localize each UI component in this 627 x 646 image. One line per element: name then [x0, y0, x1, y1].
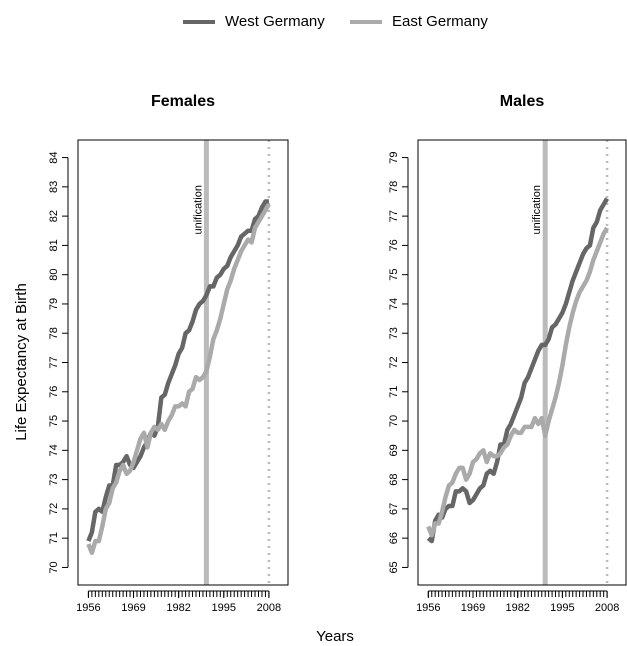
- y-tick-label: 72: [48, 503, 60, 515]
- y-tick-label: 76: [388, 239, 400, 251]
- plot-frame: [417, 139, 627, 586]
- line: [86, 199, 269, 542]
- line: [426, 197, 610, 544]
- y-tick-label: 65: [388, 561, 400, 573]
- x-tick-label: 1995: [212, 602, 236, 614]
- y-tick-label: 72: [388, 356, 400, 368]
- y-tick-label: 83: [48, 181, 60, 193]
- y-tick-label: 75: [388, 269, 400, 281]
- y-tick-label: 77: [48, 356, 60, 368]
- x-tick-label: 1956: [416, 602, 440, 614]
- x-tick-label: 1995: [550, 602, 574, 614]
- y-tick-label: 74: [48, 444, 60, 456]
- y-tick-label: 71: [48, 532, 60, 544]
- legend-label: East Germany: [392, 13, 488, 30]
- x-tick-label: 1982: [166, 602, 190, 614]
- y-tick-label: 68: [388, 473, 400, 485]
- y-tick-label: 84: [48, 151, 60, 163]
- plot-frame: [77, 139, 289, 586]
- x-tick-label: 1969: [121, 602, 145, 614]
- x-tick-label: 1982: [505, 602, 529, 614]
- panel-title: Females: [151, 93, 215, 110]
- y-tick-label: 77: [388, 210, 400, 222]
- annotation: unification: [192, 185, 204, 235]
- y-tick-label: 66: [388, 532, 400, 544]
- y-tick-label: 79: [388, 151, 400, 163]
- line: [426, 226, 610, 538]
- line: [86, 203, 271, 556]
- y-tick-label: 73: [48, 473, 60, 485]
- annotation: unification: [531, 185, 543, 235]
- y-axis-label: Life Expectancy at Birth: [13, 283, 30, 441]
- x-tick-label: 2008: [595, 602, 619, 614]
- y-tick-label: 82: [48, 210, 60, 222]
- x-axis-label: Years: [316, 628, 354, 645]
- y-tick-label: 76: [48, 386, 60, 398]
- x-tick-label: 1956: [76, 602, 100, 614]
- y-tick-label: 71: [388, 386, 400, 398]
- y-tick-label: 80: [48, 269, 60, 281]
- legend-label: West Germany: [225, 13, 325, 30]
- y-tick-label: 69: [388, 444, 400, 456]
- y-tick-label: 79: [48, 298, 60, 310]
- y-tick-label: 78: [48, 327, 60, 339]
- x-tick-label: 2008: [257, 602, 281, 614]
- y-tick-label: 74: [388, 298, 400, 310]
- y-tick-label: 70: [388, 415, 400, 427]
- y-tick-label: 70: [48, 561, 60, 573]
- y-tick-label: 75: [48, 415, 60, 427]
- y-tick-label: 67: [388, 503, 400, 515]
- x-tick-label: 1969: [461, 602, 485, 614]
- panel-title: Males: [500, 93, 545, 110]
- y-tick-label: 81: [48, 239, 60, 251]
- y-tick-label: 73: [388, 327, 400, 339]
- y-tick-label: 78: [388, 181, 400, 193]
